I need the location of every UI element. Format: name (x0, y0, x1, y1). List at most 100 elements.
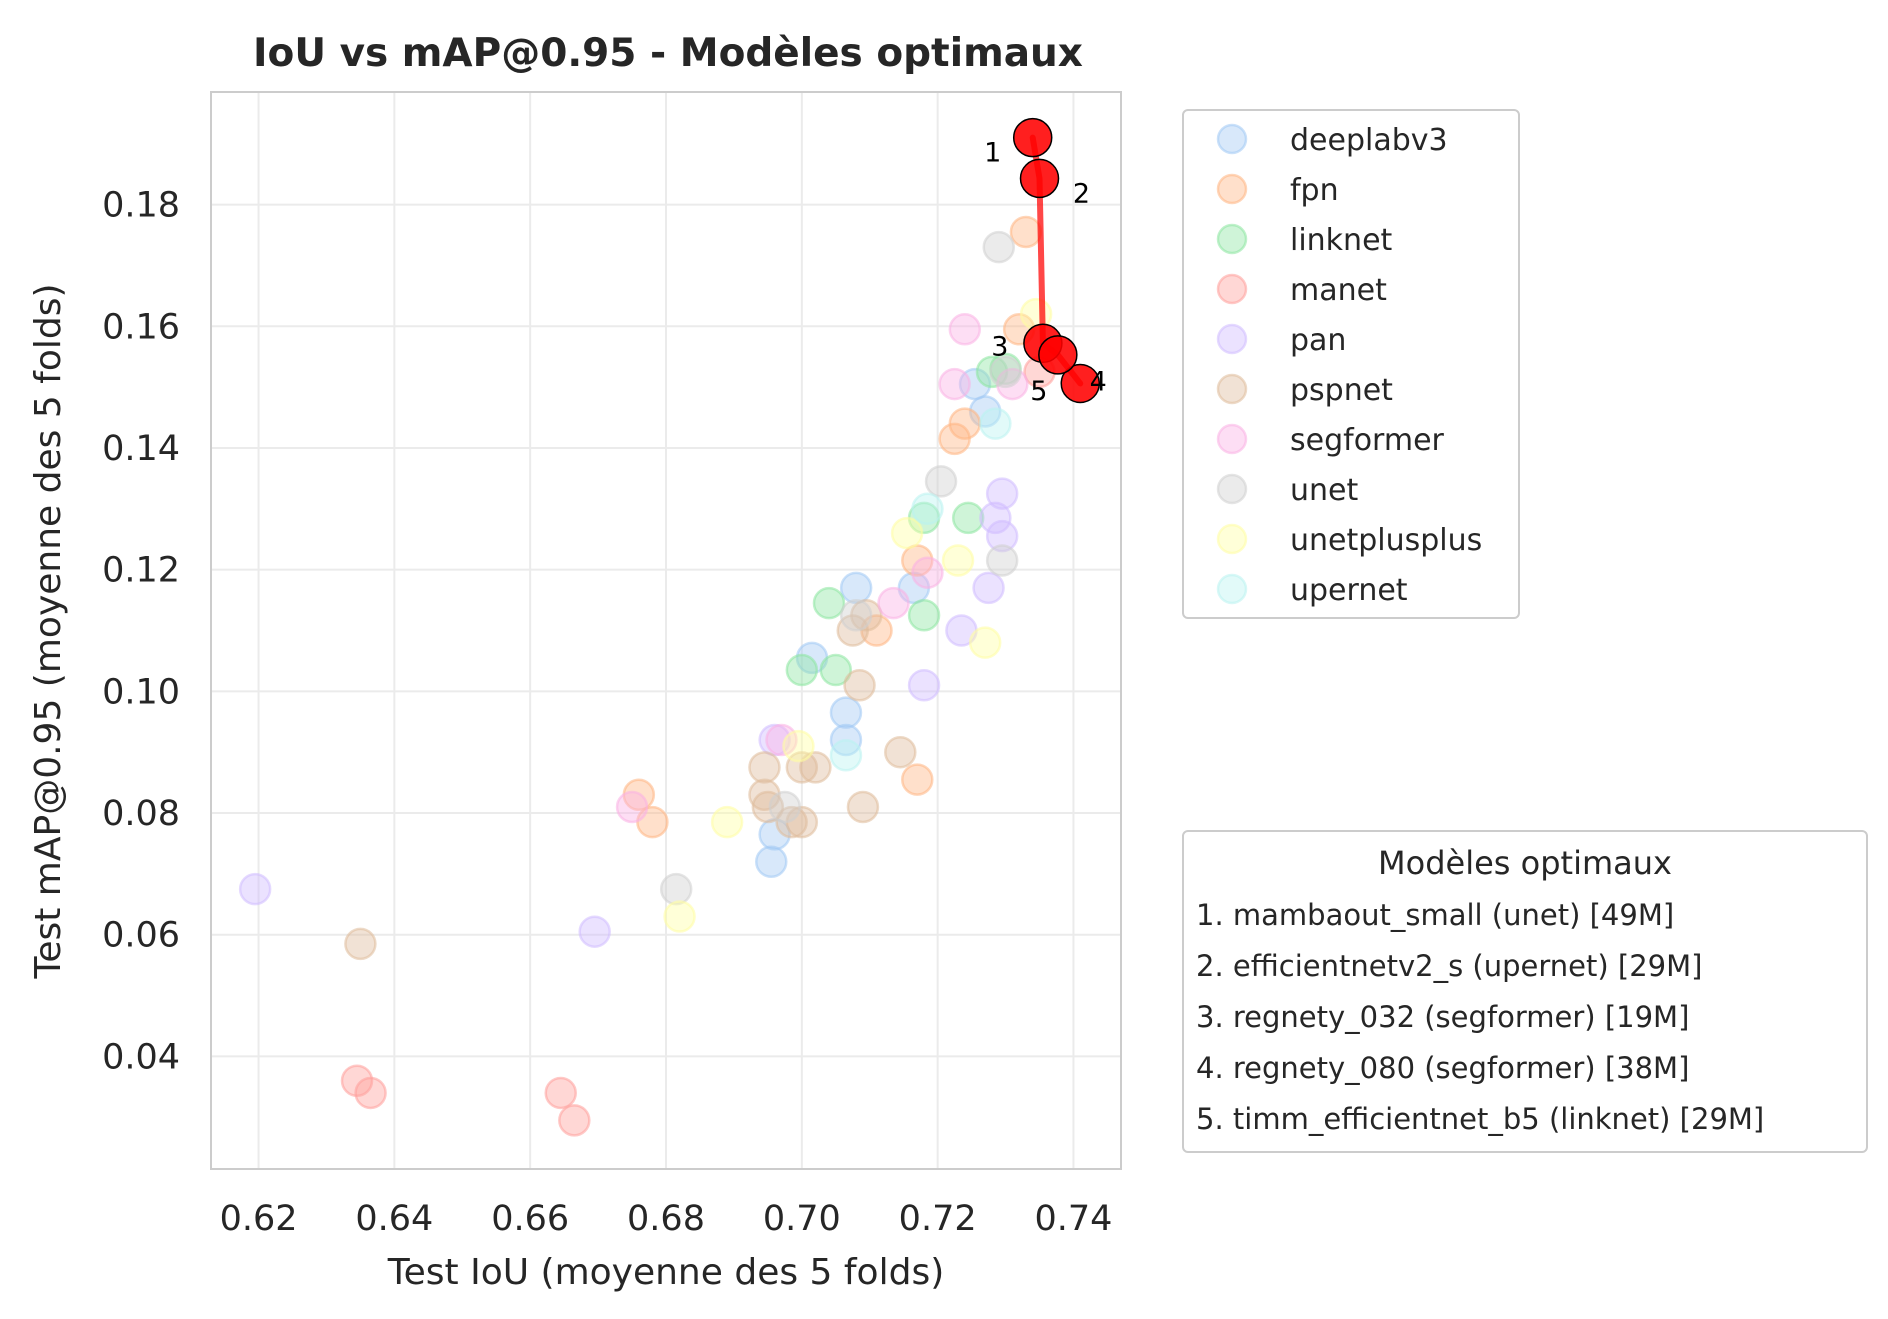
data-point (765, 723, 798, 757)
legend-label-linknet: linknet (1290, 223, 1393, 258)
legend-marker-unetplusplus (1216, 523, 1248, 555)
legend-label-pspnet: pspnet (1290, 373, 1393, 408)
x-axis-ticks: 0.62 0.64 0.66 0.68 0.70 0.72 0.74 (220, 1199, 1113, 1239)
legend-marker-deeplabv3 (1216, 123, 1248, 155)
legend-label-pan: pan (1290, 323, 1346, 358)
y-axis-label: Test mAP@0.95 (moyenne des 5 folds) (28, 283, 69, 979)
data-point (985, 544, 1019, 577)
legend-label-fpn: fpn (1290, 173, 1339, 208)
data-point (615, 790, 649, 824)
data-point (751, 790, 785, 824)
data-point (989, 355, 1022, 389)
data-point (829, 738, 863, 772)
data-point (748, 778, 781, 812)
series-unetplusplus (663, 297, 1053, 933)
y-tick-label: 0.16 (102, 307, 180, 347)
data-point (938, 367, 971, 401)
optimal-point-rank: 2 (1073, 178, 1090, 209)
y-tick-label: 0.08 (102, 794, 180, 834)
y-axis-ticks: 0.04 0.06 0.08 0.10 0.12 0.14 0.16 0.18 (102, 186, 180, 1078)
data-point (911, 556, 944, 589)
data-point (948, 313, 982, 346)
legend-marker-segformer (1216, 423, 1248, 455)
data-point (812, 586, 846, 620)
data-point (877, 586, 910, 620)
optimal-point-rank: 3 (991, 331, 1008, 362)
x-tick-label: 0.64 (355, 1199, 433, 1239)
data-point (354, 1076, 387, 1110)
data-point (710, 805, 744, 839)
optimal-legend-title: Modèles optimaux (1378, 844, 1672, 882)
data-point (982, 230, 1016, 264)
legend-marker-pspnet (1216, 373, 1248, 405)
data-point (985, 519, 1019, 553)
data-point (907, 669, 941, 702)
y-tick-label: 0.12 (102, 551, 180, 591)
optimal-frontier: 1 2 3 4 5 (984, 117, 1107, 407)
data-point (819, 653, 853, 687)
legend-marker-linknet (1216, 223, 1248, 255)
data-point (843, 669, 876, 702)
data-point (659, 872, 693, 906)
legend-label-deeplabv3: deeplabv3 (1290, 123, 1448, 158)
legend-marker-unet (1216, 473, 1248, 505)
optimal-model-entry: 1. mambaout_small (unet) [49M] (1196, 898, 1674, 932)
data-point (968, 626, 1002, 659)
data-point (578, 915, 611, 948)
y-tick-label: 0.18 (102, 186, 180, 226)
data-point (755, 845, 788, 878)
x-tick-label: 0.72 (899, 1199, 977, 1239)
data-point (850, 599, 883, 632)
data-point (951, 501, 985, 535)
x-tick-label: 0.62 (220, 1199, 298, 1239)
data-point (344, 927, 377, 961)
data-point (768, 790, 802, 824)
data-point (979, 407, 1012, 440)
data-point (941, 544, 975, 577)
data-point (799, 751, 832, 784)
optimal-model-entry: 2. efficientnetv2_s (upernet) [29M] (1196, 949, 1702, 983)
legend-label-upernet: upernet (1290, 573, 1408, 608)
optimal-point-rank: 5 (1030, 376, 1047, 407)
grid (211, 92, 1121, 1169)
data-point (748, 751, 781, 784)
y-tick-label: 0.10 (102, 672, 180, 712)
legend-label-manet: manet (1290, 273, 1387, 308)
y-tick-label: 0.14 (102, 429, 180, 469)
data-point (839, 571, 873, 605)
data-point (972, 571, 1005, 605)
y-tick-label: 0.04 (102, 1037, 180, 1077)
data-point (924, 465, 958, 498)
x-tick-label: 0.68 (627, 1199, 705, 1239)
optimal-point (1038, 335, 1078, 375)
legend-label-unet: unet (1290, 473, 1358, 508)
data-point (839, 599, 873, 632)
data-point (558, 1104, 591, 1137)
data-points (238, 215, 1056, 1137)
plot-area-frame (210, 91, 1122, 1170)
series-upernet (829, 407, 1012, 772)
optimal-point-rank: 4 (1090, 366, 1107, 397)
data-point (948, 407, 982, 440)
series-unet (659, 230, 1022, 906)
data-point (663, 900, 696, 933)
data-point (911, 492, 944, 526)
series-legend: deeplabv3 fpn linknet manet pan pspnet segform… (1182, 109, 1520, 619)
optimal-model-entry: 5. timm_efficientnet_b5 (linknet) [29M] (1196, 1102, 1764, 1136)
x-tick-label: 0.70 (763, 1199, 841, 1239)
data-point (544, 1076, 577, 1110)
optimal-point-rank: 1 (984, 138, 1001, 169)
legend-marker-fpn (1216, 173, 1248, 205)
optimal-point (1060, 363, 1101, 404)
x-tick-label: 0.66 (491, 1199, 569, 1239)
x-tick-label: 0.74 (1034, 1199, 1112, 1239)
optimal-model-entry: 4. regnety_080 (segformer) [38M] (1196, 1051, 1689, 1085)
data-point (782, 729, 815, 763)
data-point (846, 790, 880, 824)
data-point (907, 599, 941, 632)
series-pspnet (344, 599, 917, 961)
data-point (785, 653, 819, 687)
legend-marker-pan (1216, 323, 1248, 355)
data-point (890, 516, 924, 550)
